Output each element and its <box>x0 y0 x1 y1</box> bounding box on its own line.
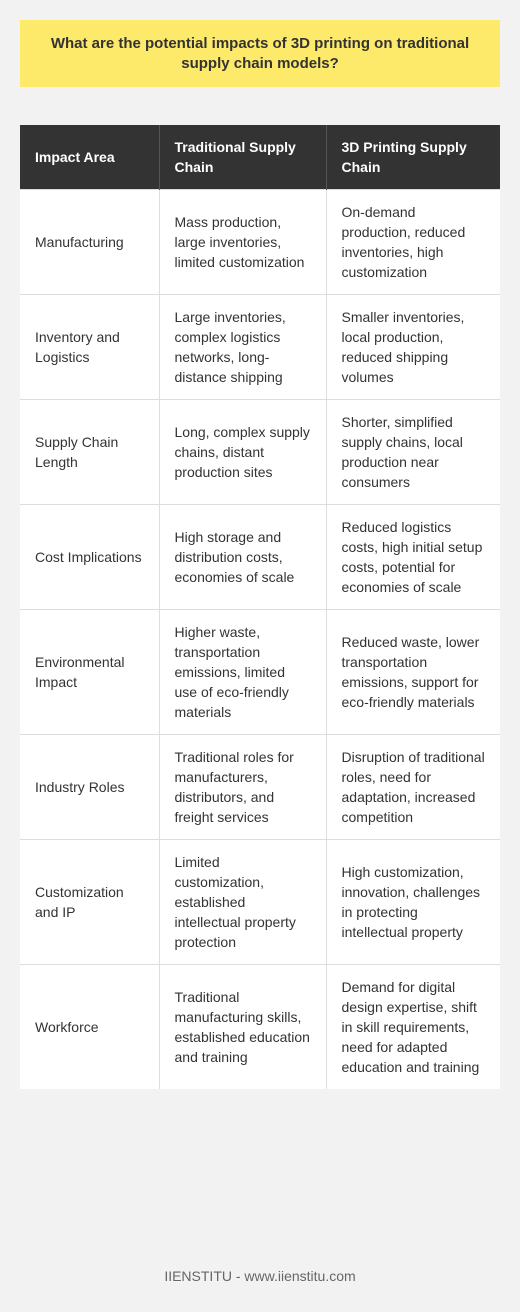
table-row: Environmental Impact Higher waste, trans… <box>20 609 500 735</box>
3d-printing-cell: Disruption of traditional roles, need fo… <box>325 734 500 840</box>
table-row: Customization and IP Limited customizati… <box>20 839 500 965</box>
traditional-cell: Mass production, large inventories, limi… <box>158 189 326 295</box>
3d-printing-cell: Reduced waste, lower transportation emis… <box>325 609 500 735</box>
table-row: Workforce Traditional manufacturing skil… <box>20 964 500 1089</box>
traditional-cell: Traditional roles for manufacturers, dis… <box>158 734 326 840</box>
3d-printing-cell: Smaller inventories, local production, r… <box>325 294 500 400</box>
traditional-cell: Traditional manufacturing skills, establ… <box>158 964 326 1089</box>
impact-area-cell: Supply Chain Length <box>20 399 159 505</box>
traditional-cell: Higher waste, transportation emissions, … <box>158 609 326 735</box>
table-row: Inventory and Logistics Large inventorie… <box>20 294 500 400</box>
3d-printing-cell: Demand for digital design expertise, shi… <box>325 964 500 1089</box>
table-header-row: Impact Area Traditional Supply Chain 3D … <box>20 125 500 190</box>
impact-area-cell: Inventory and Logistics <box>20 294 159 400</box>
table-row: Industry Roles Traditional roles for man… <box>20 734 500 840</box>
header-traditional-supply-chain: Traditional Supply Chain <box>158 125 326 190</box>
traditional-cell: Large inventories, complex logistics net… <box>158 294 326 400</box>
3d-printing-cell: Shorter, simplified supply chains, local… <box>325 399 500 505</box>
impact-area-cell: Industry Roles <box>20 734 159 840</box>
impact-area-cell: Customization and IP <box>20 839 159 965</box>
page-title: What are the potential impacts of 3D pri… <box>50 34 470 72</box>
traditional-cell: Limited customization, established intel… <box>158 839 326 965</box>
table-row: Supply Chain Length Long, complex supply… <box>20 399 500 505</box>
traditional-cell: Long, complex supply chains, distant pro… <box>158 399 326 505</box>
header-impact-area: Impact Area <box>20 125 159 190</box>
impact-area-cell: Cost Implications <box>20 504 159 610</box>
3d-printing-cell: High customization, innovation, challeng… <box>325 839 500 965</box>
traditional-cell: High storage and distribution costs, eco… <box>158 504 326 610</box>
impact-area-cell: Workforce <box>20 964 159 1089</box>
header-3d-printing-supply-chain: 3D Printing Supply Chain <box>325 125 500 190</box>
impact-area-cell: Environmental Impact <box>20 609 159 735</box>
impact-area-cell: Manufacturing <box>20 189 159 295</box>
3d-printing-cell: Reduced logistics costs, high initial se… <box>325 504 500 610</box>
footer-credit: IIENSTITU - www.iienstitu.com <box>164 1268 356 1284</box>
table-row: Cost Implications High storage and distr… <box>20 504 500 610</box>
impact-table: Impact Area Traditional Supply Chain 3D … <box>20 125 500 1089</box>
3d-printing-cell: On-demand production, reduced inventorie… <box>325 189 500 295</box>
title-banner: What are the potential impacts of 3D pri… <box>20 20 500 87</box>
table-row: Manufacturing Mass production, large inv… <box>20 189 500 295</box>
